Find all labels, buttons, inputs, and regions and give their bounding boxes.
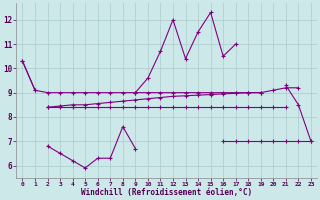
X-axis label: Windchill (Refroidissement éolien,°C): Windchill (Refroidissement éolien,°C) bbox=[81, 188, 252, 197]
